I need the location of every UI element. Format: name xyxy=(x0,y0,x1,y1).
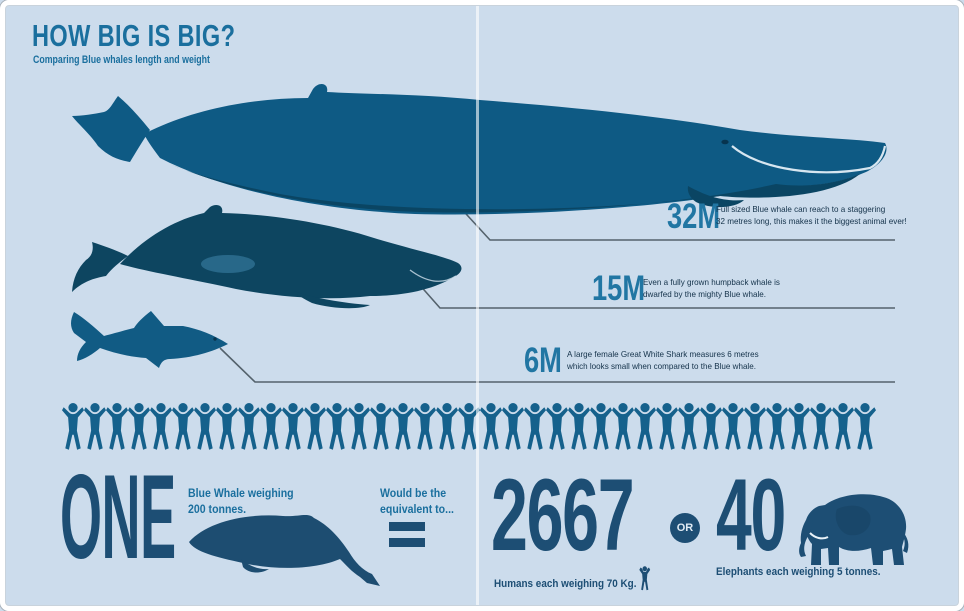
equivalent-caption: Would be the equivalent to... xyxy=(380,486,454,516)
person-icon xyxy=(238,403,260,450)
human-chain xyxy=(62,402,876,452)
person-icon xyxy=(524,403,546,450)
person-icon xyxy=(656,403,678,450)
humans-caption: Humans each weighing 70 Kg. xyxy=(494,577,637,590)
length-desc-blue-whale: Full sized Blue whale can reach to a sta… xyxy=(716,204,907,226)
page-subtitle: Comparing Blue whales length and weight xyxy=(33,54,210,66)
person-icon xyxy=(172,403,194,450)
person-icon xyxy=(62,403,84,450)
small-whale-icon xyxy=(189,514,380,586)
person-icon xyxy=(568,403,590,450)
blue-whale-icon xyxy=(72,83,887,215)
human-icon xyxy=(639,566,651,591)
page-title: HOW BIG IS BIG? xyxy=(32,18,236,53)
person-icon xyxy=(634,403,656,450)
person-icon xyxy=(502,403,524,450)
humpback-whale-icon xyxy=(72,205,462,309)
person-icon xyxy=(282,403,304,450)
person-icon xyxy=(788,403,810,450)
elephant-icon xyxy=(799,494,909,565)
person-icon xyxy=(766,403,788,450)
person-icon xyxy=(810,403,832,450)
length-label-blue-whale: 32M xyxy=(667,197,721,236)
elephants-count: 40 xyxy=(716,458,786,572)
page-fold-line xyxy=(476,0,479,611)
person-icon xyxy=(700,403,722,450)
person-icon xyxy=(678,403,700,450)
person-icon xyxy=(590,403,612,450)
elephants-caption: Elephants each weighing 5 tonnes. xyxy=(716,566,881,578)
person-icon xyxy=(194,403,216,450)
humans-count: 2667 xyxy=(491,458,635,572)
humans-caption-row: Humans each weighing 70 Kg. xyxy=(494,566,651,591)
person-icon xyxy=(370,403,392,450)
shark-icon xyxy=(71,311,228,368)
person-icon xyxy=(832,403,854,450)
person-icon xyxy=(150,403,172,450)
person-icon xyxy=(106,403,128,450)
person-icon xyxy=(128,403,150,450)
person-icon xyxy=(348,403,370,450)
person-icon xyxy=(392,403,414,450)
elephants-caption-row: Elephants each weighing 5 tonnes. xyxy=(716,566,880,579)
person-icon xyxy=(304,403,326,450)
length-label-humpback: 15M xyxy=(592,269,646,308)
person-icon xyxy=(260,403,282,450)
person-icon xyxy=(722,403,744,450)
person-icon xyxy=(216,403,238,450)
or-badge: OR xyxy=(670,513,700,543)
person-icon xyxy=(458,403,480,450)
length-desc-humpback: Even a fully grown humpback whale is dwa… xyxy=(643,277,780,299)
one-label: ONE xyxy=(60,450,176,584)
person-icon xyxy=(480,403,502,450)
person-icon xyxy=(414,403,436,450)
person-icon xyxy=(744,403,766,450)
person-icon xyxy=(546,403,568,450)
or-label: OR xyxy=(676,522,694,534)
length-desc-shark: A large female Great White Shark measure… xyxy=(567,349,759,371)
person-icon xyxy=(854,403,876,450)
one-whale-caption: Blue Whale weighing 200 tonnes. xyxy=(188,486,294,516)
person-icon xyxy=(612,403,634,450)
equals-icon xyxy=(389,522,425,554)
length-label-shark: 6M xyxy=(524,341,562,380)
person-icon xyxy=(326,403,348,450)
person-icon xyxy=(436,403,458,450)
person-icon xyxy=(84,403,106,450)
